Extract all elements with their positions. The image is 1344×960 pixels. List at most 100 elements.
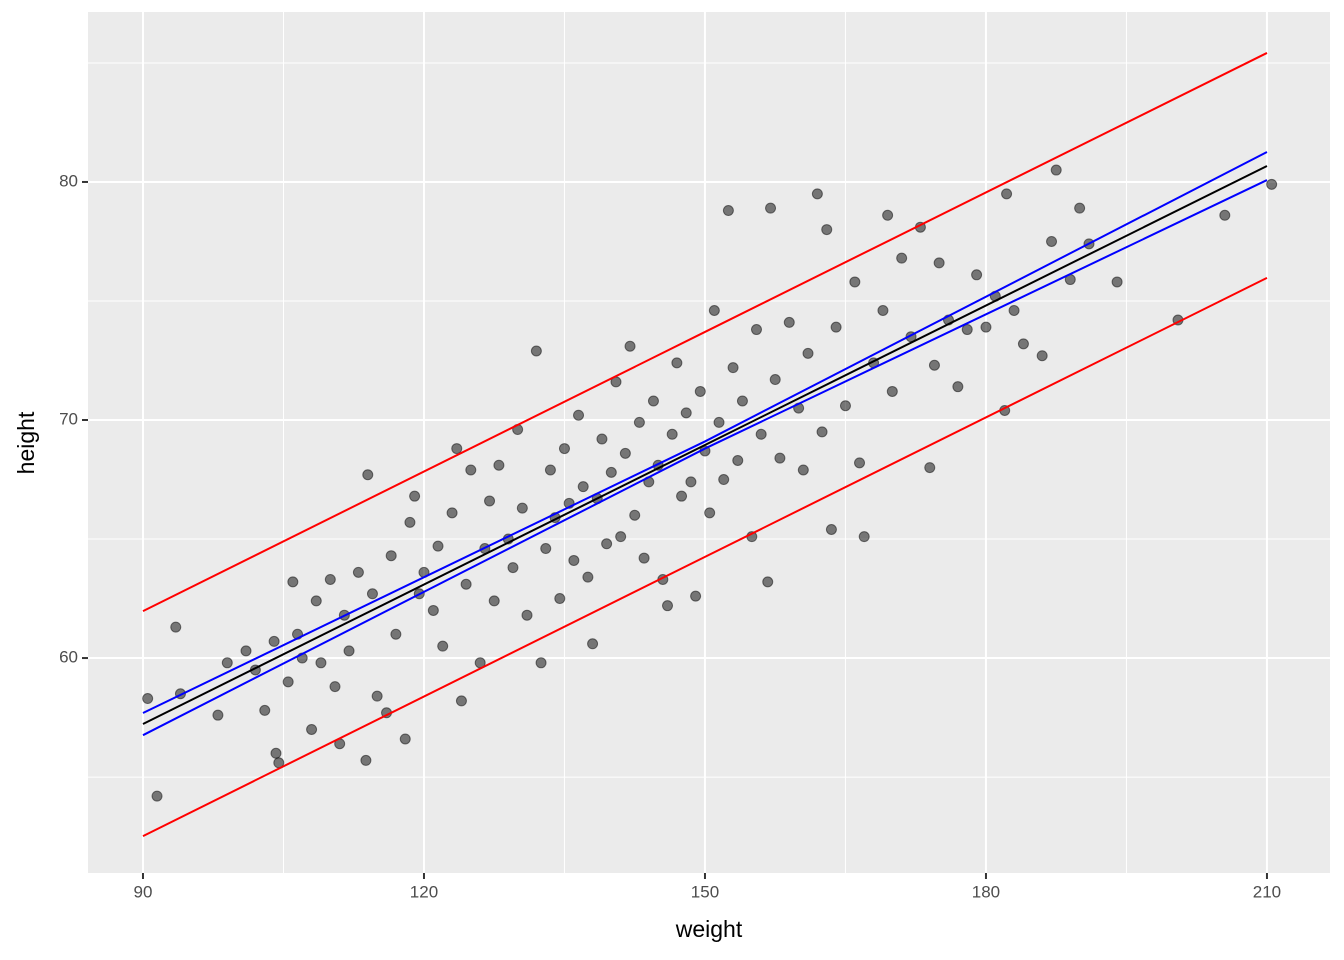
point — [493, 459, 505, 471]
point — [587, 638, 599, 650]
point — [240, 645, 252, 657]
point — [568, 554, 580, 566]
line — [142, 276, 1268, 837]
point — [718, 474, 730, 486]
point — [783, 316, 795, 328]
point — [362, 469, 374, 481]
y-axis-title: height — [13, 411, 39, 474]
x-tick-label: 210 — [1253, 882, 1281, 901]
point — [854, 457, 866, 469]
point — [554, 593, 566, 605]
point — [1266, 178, 1278, 190]
point — [324, 573, 336, 585]
point — [886, 385, 898, 397]
point — [762, 576, 774, 588]
point — [821, 224, 833, 236]
point — [558, 443, 570, 455]
point — [685, 476, 697, 488]
point — [1008, 305, 1020, 317]
point — [360, 754, 372, 766]
point — [455, 695, 467, 707]
point — [638, 552, 650, 564]
point — [259, 704, 271, 716]
point — [287, 576, 299, 588]
point — [694, 385, 706, 397]
point — [825, 524, 837, 536]
point — [671, 357, 683, 369]
point — [666, 428, 678, 440]
point — [690, 590, 702, 602]
point — [404, 516, 416, 528]
line — [142, 52, 1268, 613]
x-tick-label: 90 — [134, 882, 153, 901]
point — [1074, 202, 1086, 214]
point — [647, 395, 659, 407]
point — [1111, 276, 1123, 288]
point — [1001, 188, 1013, 200]
point — [816, 426, 828, 438]
point — [750, 324, 762, 336]
point — [577, 481, 589, 493]
point — [624, 340, 636, 352]
point — [755, 428, 767, 440]
point — [385, 550, 397, 562]
point — [615, 531, 627, 543]
point — [399, 733, 411, 745]
point — [928, 359, 940, 371]
point — [708, 305, 720, 317]
point — [619, 447, 631, 459]
point — [1050, 164, 1062, 176]
point — [952, 381, 964, 393]
point — [797, 464, 809, 476]
point — [882, 209, 894, 221]
point — [270, 747, 282, 759]
point — [306, 723, 318, 735]
point — [151, 790, 163, 802]
point — [633, 416, 645, 428]
point — [676, 490, 688, 502]
point — [516, 502, 528, 514]
point — [366, 588, 378, 600]
point — [765, 202, 777, 214]
point — [427, 604, 439, 616]
point — [727, 362, 739, 374]
point — [980, 321, 992, 333]
point — [769, 374, 781, 386]
point — [390, 628, 402, 640]
point — [315, 657, 327, 669]
point — [409, 490, 421, 502]
point — [896, 252, 908, 264]
point — [849, 276, 861, 288]
point — [704, 507, 716, 519]
point — [212, 709, 224, 721]
point — [1017, 338, 1029, 350]
point — [1219, 209, 1231, 221]
point — [680, 407, 692, 419]
point — [170, 621, 182, 633]
point — [830, 321, 842, 333]
point — [774, 452, 786, 464]
point — [1036, 350, 1048, 362]
point — [732, 454, 744, 466]
point — [484, 495, 496, 507]
x-tick-label: 180 — [972, 882, 1000, 901]
point — [544, 464, 556, 476]
point — [605, 466, 617, 478]
point — [802, 347, 814, 359]
point — [877, 305, 889, 317]
point — [713, 416, 725, 428]
line — [142, 179, 1268, 737]
point — [961, 324, 973, 336]
point — [446, 507, 458, 519]
x-tick-label: 150 — [691, 882, 719, 901]
point — [924, 462, 936, 474]
y-tick-label: 80 — [59, 171, 78, 190]
point — [858, 531, 870, 543]
point — [371, 690, 383, 702]
point — [530, 345, 542, 357]
point — [722, 205, 734, 217]
point — [540, 543, 552, 555]
point — [460, 578, 472, 590]
